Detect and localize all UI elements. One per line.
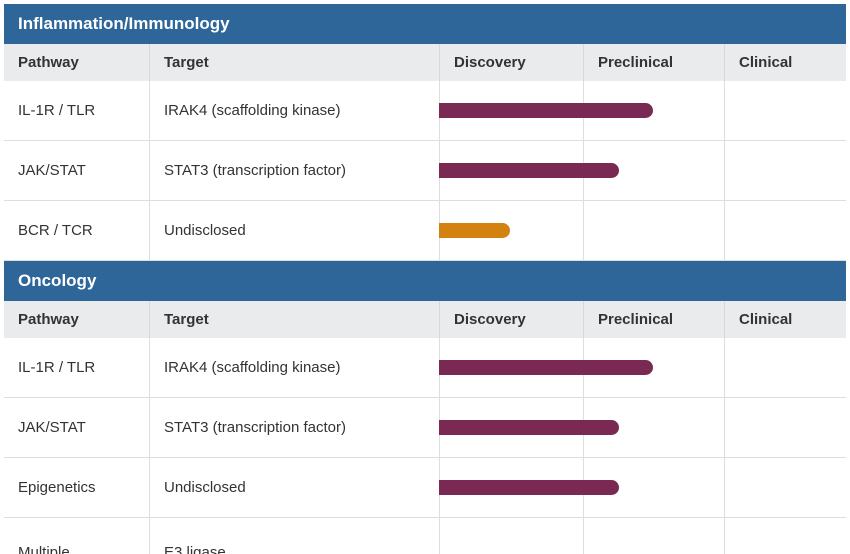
preclinical-cell xyxy=(583,201,724,260)
table-row-partial: Multiple E3 ligase xyxy=(4,518,846,554)
section-header-oncology: Oncology xyxy=(4,261,846,301)
table-row: Epigenetics Undisclosed xyxy=(4,458,846,518)
target-cell: STAT3 (transcription factor) xyxy=(149,398,439,457)
pipeline-page: Inflammation/Immunology Pathway Target D… xyxy=(4,4,846,554)
target-cell: Undisclosed xyxy=(149,201,439,260)
column-header-clinical: Clinical xyxy=(724,301,846,338)
table-row: IL-1R / TLR IRAK4 (scaffolding kinase) xyxy=(4,338,846,398)
discovery-cell xyxy=(439,141,583,200)
table-row: BCR / TCR Undisclosed xyxy=(4,201,846,261)
target-cell: E3 ligase xyxy=(149,518,439,554)
discovery-cell xyxy=(439,338,583,397)
table-header-row: Pathway Target Discovery Preclinical Cli… xyxy=(4,44,846,81)
discovery-cell xyxy=(439,81,583,140)
target-cell: IRAK4 (scaffolding kinase) xyxy=(149,81,439,140)
pathway-cell: BCR / TCR xyxy=(18,222,93,239)
clinical-cell xyxy=(724,81,846,140)
pathway-cell: JAK/STAT xyxy=(18,162,86,179)
table-row: JAK/STAT STAT3 (transcription factor) xyxy=(4,398,846,458)
preclinical-cell xyxy=(583,81,724,140)
target-cell: STAT3 (transcription factor) xyxy=(149,141,439,200)
target-cell: Undisclosed xyxy=(149,458,439,517)
pathway-cell: Multiple xyxy=(18,544,70,554)
preclinical-cell xyxy=(583,398,724,457)
clinical-cell xyxy=(724,141,846,200)
column-header-discovery: Discovery xyxy=(439,301,583,338)
section-header-inflammation: Inflammation/Immunology xyxy=(4,4,846,44)
preclinical-cell xyxy=(583,141,724,200)
pathway-cell: IL-1R / TLR xyxy=(18,102,96,119)
clinical-cell xyxy=(724,201,846,260)
column-header-preclinical: Preclinical xyxy=(583,44,724,81)
table-row: Multiple E3 ligase xyxy=(4,518,846,554)
column-header-preclinical: Preclinical xyxy=(583,301,724,338)
column-header-pathway: Pathway xyxy=(18,311,79,328)
column-header-discovery: Discovery xyxy=(439,44,583,81)
discovery-cell xyxy=(439,201,583,260)
preclinical-cell xyxy=(583,458,724,517)
target-cell: IRAK4 (scaffolding kinase) xyxy=(149,338,439,397)
clinical-cell xyxy=(724,458,846,517)
table-row: JAK/STAT STAT3 (transcription factor) xyxy=(4,141,846,201)
pipeline-table-oncology: Pathway Target Discovery Preclinical Cli… xyxy=(4,301,846,554)
clinical-cell xyxy=(724,338,846,397)
column-header-target: Target xyxy=(149,44,439,81)
pathway-cell: Epigenetics xyxy=(18,479,96,496)
pipeline-table-inflammation: Pathway Target Discovery Preclinical Cli… xyxy=(4,44,846,261)
discovery-cell xyxy=(439,398,583,457)
column-header-pathway: Pathway xyxy=(18,54,79,71)
clinical-cell xyxy=(724,398,846,457)
column-header-target: Target xyxy=(149,301,439,338)
discovery-cell xyxy=(439,518,583,554)
table-row: IL-1R / TLR IRAK4 (scaffolding kinase) xyxy=(4,81,846,141)
pathway-cell: JAK/STAT xyxy=(18,419,86,436)
column-header-clinical: Clinical xyxy=(724,44,846,81)
table-header-row: Pathway Target Discovery Preclinical Cli… xyxy=(4,301,846,338)
preclinical-cell xyxy=(583,338,724,397)
clinical-cell xyxy=(724,518,846,554)
preclinical-cell xyxy=(583,518,724,554)
discovery-cell xyxy=(439,458,583,517)
pathway-cell: IL-1R / TLR xyxy=(18,359,96,376)
